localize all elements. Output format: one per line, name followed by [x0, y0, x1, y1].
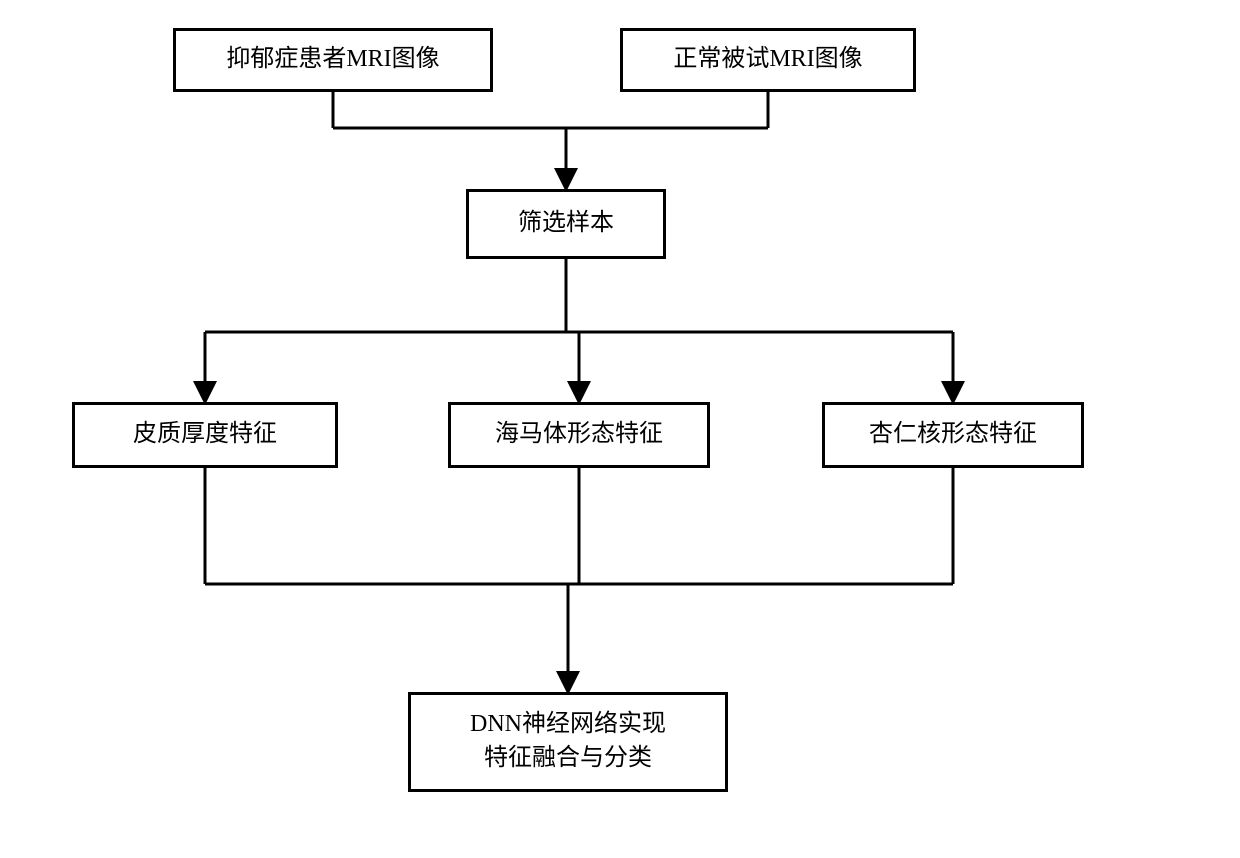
input-normal-mri-node: 正常被试MRI图像 [620, 28, 916, 92]
filter-samples-node: 筛选样本 [466, 189, 666, 259]
feature-amygdala-node: 杏仁核形态特征 [822, 402, 1084, 468]
node-label: 筛选样本 [518, 207, 614, 241]
node-label: 正常被试MRI图像 [673, 43, 862, 77]
node-label: 海马体形态特征 [495, 418, 663, 452]
node-label: DNN神经网络实现 特征融合与分类 [470, 708, 666, 775]
output-dnn-node: DNN神经网络实现 特征融合与分类 [408, 692, 728, 792]
node-label: 皮质厚度特征 [133, 418, 277, 452]
node-label: 杏仁核形态特征 [869, 418, 1037, 452]
node-label: 抑郁症患者MRI图像 [226, 43, 439, 77]
input-depression-mri-node: 抑郁症患者MRI图像 [173, 28, 493, 92]
feature-hippocampus-node: 海马体形态特征 [448, 402, 710, 468]
feature-cortical-thickness-node: 皮质厚度特征 [72, 402, 338, 468]
